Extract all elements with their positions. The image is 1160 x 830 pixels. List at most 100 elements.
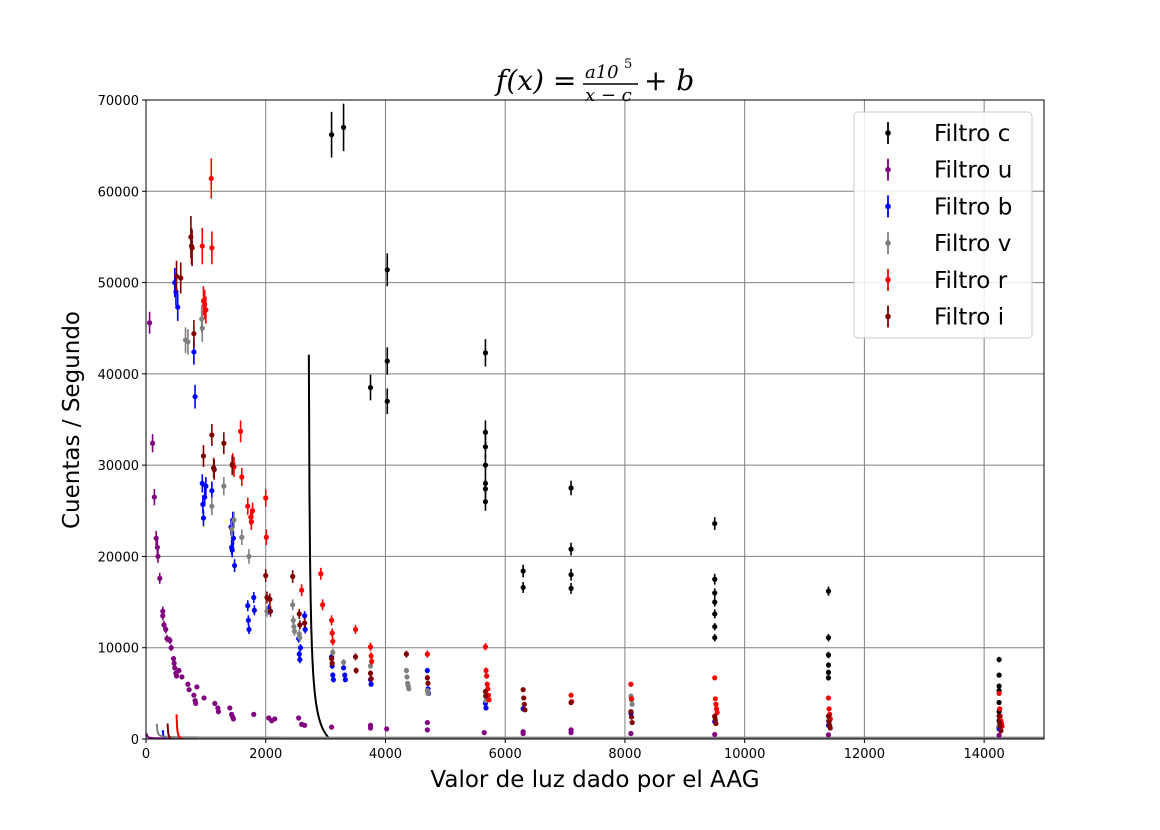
data-point: [825, 695, 832, 701]
data-point: [424, 727, 430, 733]
data-point: [203, 307, 209, 313]
data-point: [251, 711, 257, 717]
data-point: [176, 667, 182, 674]
data-point: [249, 508, 256, 514]
data-point: [521, 701, 527, 707]
data-point: [404, 674, 410, 680]
data-point: [200, 515, 207, 521]
data-point: [263, 495, 269, 501]
data-point: [424, 675, 430, 681]
data-point: [712, 599, 718, 605]
data-point: [191, 692, 197, 698]
data-point: [330, 672, 336, 678]
title-tail: + b: [644, 64, 694, 97]
data-point: [302, 613, 308, 619]
data-point: [232, 562, 238, 569]
data-point: [628, 696, 635, 702]
data-point: [482, 350, 489, 356]
data-point: [245, 503, 251, 509]
data-point: [628, 714, 635, 720]
data-point: [403, 651, 410, 657]
data-point: [340, 659, 347, 665]
data-point: [202, 494, 208, 500]
data-point: [825, 675, 832, 681]
data-point: [209, 488, 215, 494]
data-point: [175, 304, 181, 310]
y-tick-label: 20000: [98, 550, 139, 565]
data-point: [342, 672, 348, 678]
data-point: [229, 526, 235, 532]
data-point: [239, 474, 245, 480]
data-point: [568, 485, 574, 491]
data-point: [369, 658, 375, 665]
plot-frame: [145, 99, 1045, 740]
data-point: [173, 273, 180, 279]
data-point: [520, 730, 526, 737]
data-point: [330, 638, 336, 644]
data-point: [712, 635, 718, 641]
data-point: [170, 656, 177, 662]
data-point: [160, 613, 166, 619]
data-point: [328, 724, 335, 730]
data-point: [302, 626, 308, 633]
data-point: [996, 699, 1002, 706]
data-point: [712, 696, 718, 702]
data-point: [482, 429, 489, 435]
y-tick-label: 30000: [98, 459, 139, 474]
data-point: [712, 576, 718, 582]
data-point: [191, 331, 197, 337]
data-point: [384, 398, 390, 404]
data-point: [482, 444, 489, 450]
data-point: [568, 730, 574, 736]
data-point: [628, 681, 634, 687]
data-point: [318, 571, 324, 577]
chart-title: f(x) = a10 5 x − c + b: [494, 57, 694, 106]
data-point: [424, 651, 430, 657]
data-point: [367, 644, 374, 650]
data-point: [209, 245, 215, 251]
data-point: [629, 701, 635, 707]
data-point: [368, 653, 374, 659]
data-point: [568, 692, 574, 698]
data-point: [713, 720, 719, 727]
data-point: [151, 494, 157, 500]
data-point: [155, 553, 161, 560]
data-point: [267, 596, 273, 602]
y-tick-label: 50000: [98, 277, 139, 292]
data-point: [185, 339, 191, 345]
x-axis-label: Valor de luz dado por el AAG: [430, 767, 759, 793]
data-point: [239, 534, 245, 540]
data-point: [997, 706, 1003, 712]
data-point: [296, 651, 302, 657]
data-point: [825, 732, 832, 738]
data-point: [482, 644, 489, 650]
data-point: [482, 462, 489, 468]
data-point: [199, 243, 205, 249]
data-point: [827, 725, 833, 731]
data-point: [263, 572, 269, 579]
data-point: [191, 349, 197, 355]
title-exponent: 5: [624, 57, 632, 72]
data-point: [425, 680, 431, 686]
data-point: [237, 428, 244, 434]
data-point: [208, 175, 214, 182]
legend-frame: [853, 111, 1033, 339]
data-point: [352, 626, 359, 633]
data-point: [521, 695, 527, 701]
data-point: [340, 124, 347, 130]
data-point: [221, 483, 227, 489]
data-point: [996, 713, 1002, 719]
data-point: [299, 587, 305, 593]
data-point: [246, 553, 252, 560]
data-point: [998, 728, 1004, 734]
title-denominator: x − c: [585, 85, 632, 106]
title-numerator: a10: [585, 62, 619, 83]
data-point: [192, 394, 198, 400]
legend-label: Filtro v: [934, 231, 1011, 257]
data-point: [201, 695, 207, 701]
x-axis-ticks: 0 2000 4000 6000 8000 10000 12000 14000: [142, 739, 1005, 762]
x-tick-label: 12000: [844, 747, 885, 762]
data-point: [482, 499, 489, 505]
data-point: [297, 635, 303, 641]
data-point: [825, 635, 832, 641]
